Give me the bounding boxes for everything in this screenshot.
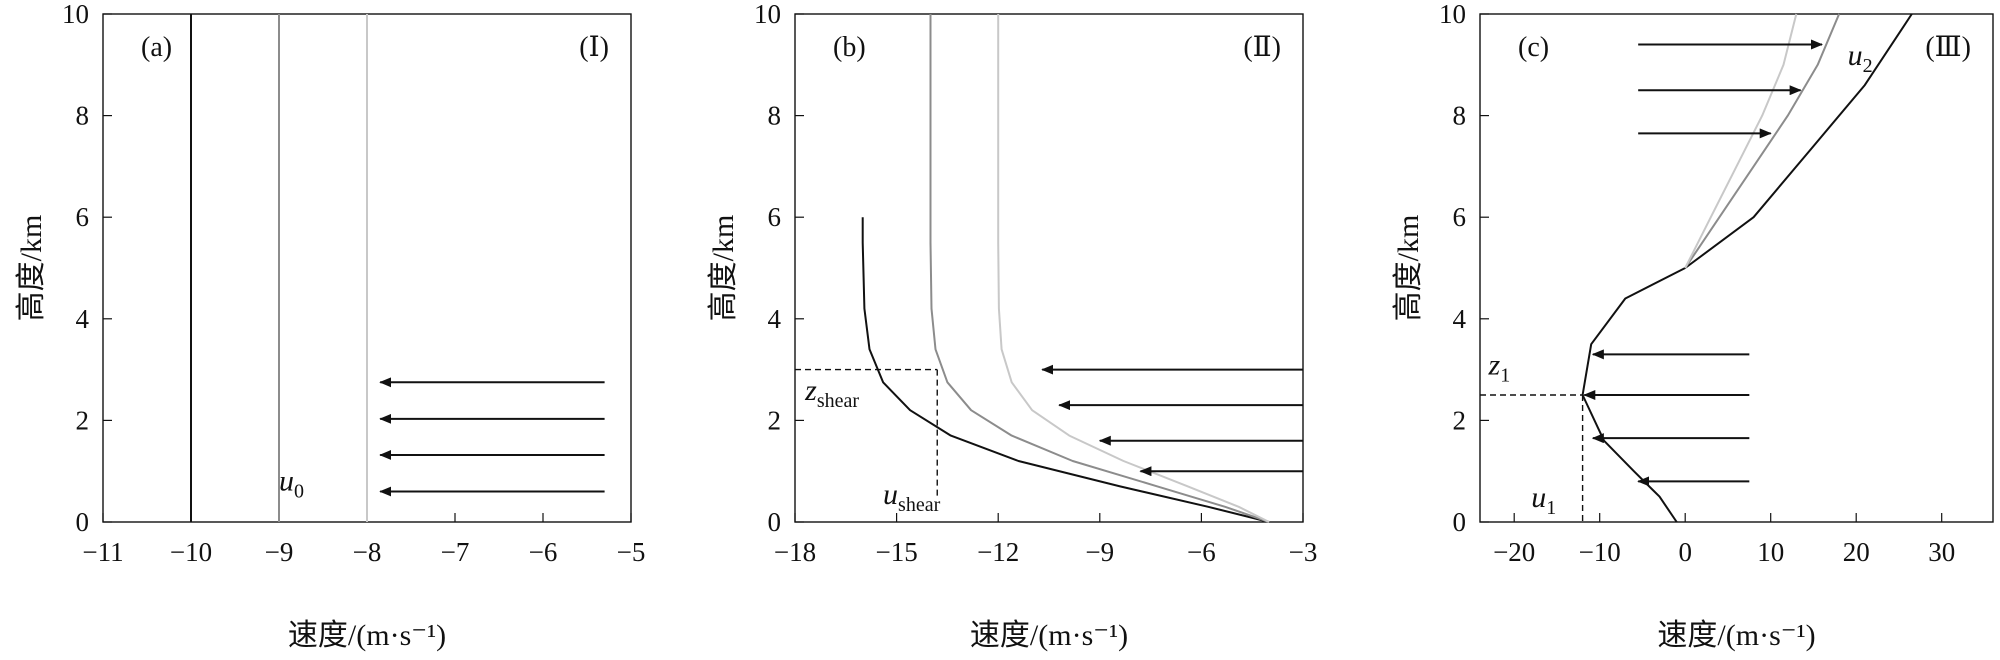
x-tick-label: −10: [1579, 537, 1621, 567]
x-tick-label: 20: [1843, 537, 1870, 567]
y-tick-label: 4: [1453, 304, 1467, 334]
x-tick-label: 10: [1757, 537, 1784, 567]
y-tick-label: 2: [1453, 405, 1467, 435]
wind-profile-line-2: [1684, 13, 1841, 269]
plot-frame: [794, 13, 1304, 523]
annotation-zshear: zshear: [804, 374, 859, 412]
wind-profile-line-2: [929, 14, 1270, 523]
regime-label: (Ⅱ): [1243, 32, 1281, 63]
x-tick-label: −11: [82, 537, 123, 567]
x-tick-label: −15: [875, 537, 917, 567]
y-tick-label: 8: [1453, 101, 1467, 131]
x-tick-label: −5: [617, 537, 646, 567]
panel-c: −20 −10 0 10 20 30 0 2 4 6 8 10 速度/(m·s⁻¹) 高度/km (c) (Ⅲ…: [1392, 0, 1994, 652]
x-axis-label: 速度/(m·s⁻¹): [1657, 619, 1815, 652]
y-tick-label: 6: [76, 202, 90, 232]
y-tick-label: 0: [76, 507, 90, 537]
x-tick-label: −7: [441, 537, 470, 567]
x-tick-label: −18: [774, 537, 816, 567]
panel-label: (a): [141, 32, 172, 63]
x-tick-label: 30: [1928, 537, 1955, 567]
y-tick-label: 4: [76, 304, 90, 334]
regime-label: (Ⅲ): [1925, 32, 1971, 63]
y-tick-label: 4: [768, 304, 782, 334]
x-tick-label: −9: [1085, 537, 1114, 567]
y-tick-label: 0: [1453, 507, 1467, 537]
y-axis-label: 高度/km: [707, 215, 740, 322]
annotation-subscript: 1: [1500, 365, 1510, 387]
annotation-symbol: u: [1848, 39, 1863, 72]
x-tick-label: −3: [1289, 537, 1318, 567]
y-axis-label: 高度/km: [1392, 215, 1425, 322]
y-tick-label: 10: [1439, 0, 1466, 29]
annotation-z1: z1: [1488, 349, 1511, 387]
annotation-subscript: shear: [898, 494, 941, 516]
x-axis-label: 速度/(m·s⁻¹): [970, 619, 1128, 652]
x-tick-label: −8: [353, 537, 382, 567]
annotation-symbol: z: [1488, 349, 1501, 382]
regime-label: (Ⅰ): [579, 32, 609, 63]
y-tick-label: 0: [768, 507, 782, 537]
y-tick-label: 8: [76, 101, 90, 131]
panel-label: (c): [1518, 32, 1549, 63]
annotation-u2: u2: [1848, 39, 1873, 77]
annotation-subscript: 0: [294, 481, 304, 503]
panel-a: −11 −10 −9 −8 −7 −6 −5 0 2 4 6 8 10 速度/(m·s⁻¹) 高度/km (a…: [15, 0, 645, 652]
annotation-symbol: u: [1531, 481, 1546, 514]
x-tick-label: 0: [1678, 537, 1692, 567]
x-tick-label: −6: [529, 537, 558, 567]
y-tick-label: 2: [76, 405, 90, 435]
x-tick-label: −10: [170, 537, 212, 567]
annotation-u1: u1: [1531, 481, 1556, 519]
annotation-symbol: u: [279, 465, 294, 498]
y-tick-label: 6: [1453, 202, 1467, 232]
annotation-symbol: u: [883, 478, 898, 511]
wind-profile-line-1: [861, 217, 1270, 523]
panel-b: −18 −15 −12 −9 −6 −3 0 2 4 6 8 10 速度/(m·s⁻¹) 高度/km (b)…: [707, 0, 1317, 652]
x-tick-label: −20: [1493, 537, 1535, 567]
annotation-subscript: 2: [1863, 55, 1873, 77]
y-tick-label: 6: [768, 202, 782, 232]
annotation-subscript: 1: [1546, 497, 1556, 519]
y-tick-label: 10: [62, 0, 89, 29]
wind-profile-line-1: [1581, 13, 1913, 523]
wind-profile-line-3: [1684, 13, 1798, 269]
x-axis-label: 速度/(m·s⁻¹): [288, 619, 446, 652]
x-tick-label: −6: [1187, 537, 1216, 567]
annotation-symbol: z: [804, 374, 817, 407]
x-tick-label: −9: [265, 537, 294, 567]
y-tick-label: 2: [768, 405, 782, 435]
wind-profile-line-3: [997, 14, 1270, 523]
annotation-u0: u0: [279, 465, 304, 503]
panel-label: (b): [833, 32, 866, 63]
x-tick-label: −12: [977, 537, 1019, 567]
plot-frame: [1479, 13, 1994, 523]
y-tick-label: 8: [768, 101, 782, 131]
annotation-ushear: ushear: [883, 478, 941, 516]
y-tick-label: 10: [754, 0, 781, 29]
y-axis-label: 高度/km: [15, 215, 48, 322]
annotation-subscript: shear: [817, 390, 860, 412]
